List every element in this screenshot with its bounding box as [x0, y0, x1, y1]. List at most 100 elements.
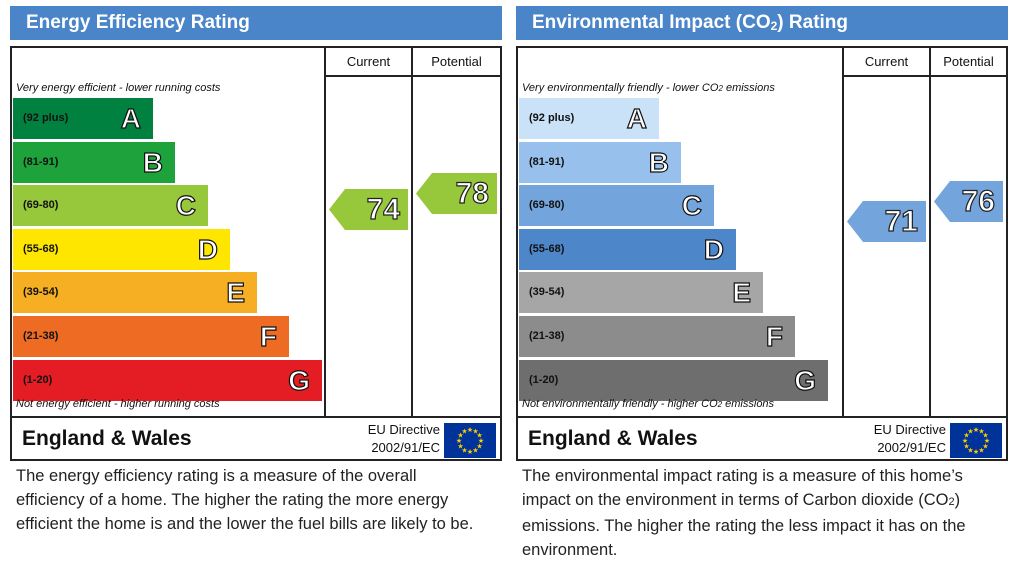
column-divider: [842, 48, 844, 416]
current-rating-arrow-shape: [329, 188, 408, 230]
column-potential-header: Potential: [431, 54, 482, 69]
environmental-impact-chart: Environmental Impact (CO2) Rating Curren…: [516, 6, 1010, 461]
band-letter: A: [626, 102, 647, 134]
current-rating-arrow-value: 74: [366, 192, 401, 226]
environment-description-end: ) emissions. The higher the rating the l…: [522, 491, 966, 559]
rating-band-b: (81-91) B: [13, 141, 175, 183]
band-letter: F: [765, 320, 783, 352]
rating-band-d: (55-68) D: [13, 228, 230, 270]
band-letter: B: [648, 146, 669, 178]
star-icon: ★: [963, 443, 969, 451]
band-letter: C: [175, 190, 196, 222]
rating-band-g: (1-20) G: [519, 359, 828, 401]
band-letter: E: [226, 277, 246, 309]
band-letter: D: [197, 233, 218, 265]
current-rating-arrow: 74: [329, 188, 408, 230]
band-range-label: (39-54): [529, 286, 565, 299]
column-current-header: Current: [864, 54, 909, 69]
star-icon: ★: [467, 448, 473, 456]
star-icon: ★: [456, 437, 462, 445]
current-rating-arrow: 71: [847, 200, 926, 242]
environment-chart-title-sub: 2: [770, 19, 778, 33]
current-rating-arrow-value: 71: [884, 204, 919, 238]
star-icon: ★: [982, 432, 988, 440]
potential-rating-arrow-value: 78: [455, 177, 490, 211]
column-divider: [411, 48, 413, 416]
eu-directive-line2: 2002/91/EC: [877, 440, 946, 455]
header-divider: [842, 75, 1006, 77]
bottom-note-main: Not environmentally friendly - higher CO: [522, 398, 718, 410]
current-rating-arrow-polygon: [847, 200, 926, 242]
star-icon: ★: [461, 427, 467, 435]
potential-rating-arrow-polygon: [934, 181, 1003, 223]
band-letter: G: [794, 364, 817, 396]
rating-band-a: (92 plus) A: [13, 98, 153, 139]
bottom-note-sub: 2: [717, 400, 723, 409]
column-divider: [929, 48, 931, 416]
environment-description-sub: 2: [948, 496, 955, 508]
band-range-label: (21-38): [23, 330, 59, 342]
band-range-label: (92 plus): [529, 112, 575, 124]
energy-efficiency-chart: Energy Efficiency Rating Current Potenti…: [10, 6, 504, 461]
star-icon: ★: [476, 432, 482, 440]
eu-directive-label: EU Directive 2002/91/EC: [874, 421, 946, 457]
band-range-label: (55-68): [23, 242, 59, 255]
current-rating-arrow-shape: [847, 200, 926, 242]
energy-chart-footer: England & Wales EU Directive 2002/91/EC …: [10, 416, 502, 461]
rating-band-e: (39-54) E: [13, 272, 257, 314]
column-current-header: Current: [346, 54, 391, 69]
bottom-note: Not environmentally friendly - higher CO…: [522, 398, 774, 410]
eu-directive-label: EU Directive 2002/91/EC: [368, 421, 440, 457]
top-note-sub: 2: [718, 84, 723, 93]
environment-chart-title-end: ) Rating: [777, 12, 849, 33]
star-icon: ★: [978, 447, 984, 455]
rating-band-f: (21-38) F: [519, 316, 795, 357]
band-letter: E: [732, 277, 752, 309]
potential-rating-arrow-shape: [934, 181, 1003, 223]
top-note: Very energy efficient - lower running co…: [16, 82, 221, 94]
eu-stars-icon: ★ ★★★★★★★★★★★: [962, 426, 990, 456]
environment-chart-title: Environmental Impact (CO2) Rating: [516, 6, 1008, 40]
eu-flag-icon: ★ ★ ★ ★ ★ ★ ★ ★ ★ ★ ★ ★: [950, 423, 1002, 458]
bottom-note: Not energy efficient - higher running co…: [16, 398, 220, 410]
current-rating-arrow-polygon: [329, 188, 408, 230]
rating-band-d: (55-68) D: [519, 228, 736, 270]
star-icon: ★: [476, 443, 482, 451]
star-icon: ★: [962, 437, 968, 445]
energy-description: The energy efficiency rating is a measur…: [16, 467, 474, 533]
band-letter: D: [703, 233, 724, 265]
potential-rating-arrow-value: 76: [961, 184, 996, 219]
environment-chart-frame: Current Potential Very environmentally f…: [516, 46, 1008, 418]
band-letter: G: [288, 364, 311, 396]
band-range-label: (1-20): [23, 373, 53, 386]
rating-band-f: (21-38) F: [13, 316, 289, 357]
band-letter: A: [120, 102, 141, 134]
star-icon: ★: [982, 443, 988, 451]
rating-band-e: (39-54) E: [519, 272, 763, 314]
column-potential-header: Potential: [943, 54, 994, 69]
band-range-label: (92 plus): [23, 112, 69, 124]
band-range-label: (1-20): [529, 373, 559, 386]
star-icon: ★: [457, 443, 463, 451]
band-range-label: (81-91): [23, 155, 59, 168]
star-icon: ★: [967, 427, 973, 435]
top-note-end: emissions: [722, 82, 775, 94]
potential-rating-arrow-polygon: [416, 173, 497, 215]
energy-chart-frame: Current Potential Very energy efficient …: [10, 46, 502, 418]
top-note-main: Very environmentally friendly - lower CO: [522, 82, 719, 94]
band-range-label: (69-80): [529, 199, 565, 212]
star-icon: ★: [478, 437, 484, 445]
band-letter: B: [142, 146, 163, 178]
region-label: England & Wales: [528, 427, 698, 450]
environment-chart-footer: England & Wales EU Directive 2002/91/EC …: [516, 416, 1008, 461]
energy-chart-title: Energy Efficiency Rating: [10, 6, 502, 40]
rating-band-g: (1-20) G: [13, 359, 322, 401]
environment-description-main: The environmental impact rating is a mea…: [522, 467, 963, 509]
rating-band-c: (69-80) C: [13, 185, 208, 227]
region-label: England & Wales: [22, 427, 192, 450]
rating-band-a: (92 plus) A: [519, 98, 659, 139]
rating-band-b: (81-91) B: [519, 141, 681, 183]
top-note: Very environmentally friendly - lower CO…: [522, 82, 775, 94]
header-divider: [324, 75, 500, 77]
potential-rating-arrow-shape: [416, 173, 497, 215]
